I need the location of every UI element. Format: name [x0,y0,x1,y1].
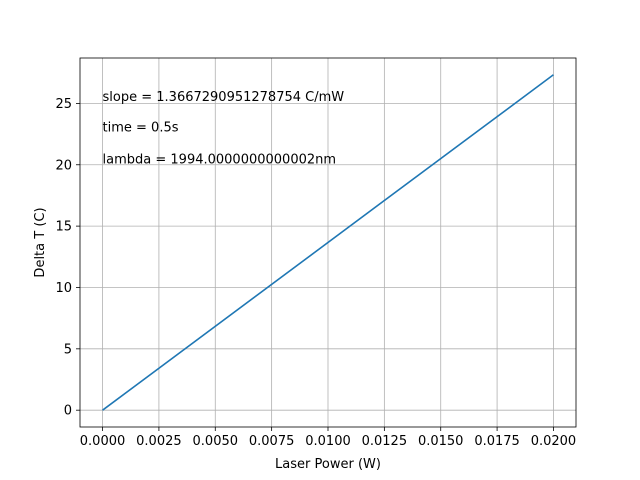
series-line [102,74,554,411]
y-tick-label: 5 [64,342,72,357]
x-tick-label: 0.0025 [136,434,182,449]
x-tick-label: 0.0125 [362,434,408,449]
x-axis: 0.0000 0.0025 0.0050 0.0075 0.0100 0.0125 0.01… [80,427,576,449]
x-tick-label: 0.0100 [305,434,351,449]
x-axis-label: Laser Power (W) [275,457,381,472]
annotation-text: lambda = 1994.0000000000002nm [103,153,337,168]
y-tick-label: 15 [55,220,72,235]
x-tick-label: 0.0000 [80,434,126,449]
x-tick-label: 0.0075 [249,434,295,449]
annotation-text: slope = 1.3667290951278754 C/mW [103,90,345,105]
x-tick-label: 0.0150 [418,434,464,449]
x-tick-label: 0.0175 [474,434,520,449]
y-tick-label: 0 [64,404,72,419]
y-axis-label: Delta T (C) [33,207,48,277]
annotations: slope = 1.3667290951278754 C/mW time = 0.… [103,90,345,168]
y-tick-label: 10 [55,281,72,296]
annotation-text: time = 0.5s [103,121,179,136]
series-layer [102,74,554,411]
y-tick-label: 20 [55,158,72,173]
x-tick-label: 0.0050 [193,434,239,449]
y-axis: 0 5 10 15 20 25 [55,97,80,419]
y-tick-label: 25 [55,97,72,112]
x-tick-label: 0.0200 [531,434,577,449]
